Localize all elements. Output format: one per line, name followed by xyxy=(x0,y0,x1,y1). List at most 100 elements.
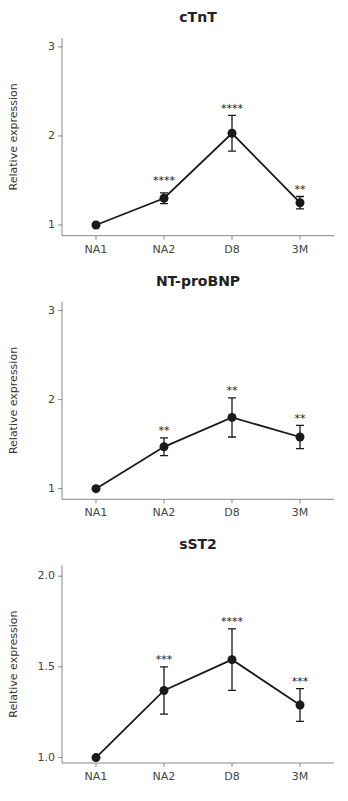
figure: cTnTRelative expression123NA1NA2D83M****… xyxy=(0,0,348,801)
y-axis xyxy=(62,302,63,500)
y-tick xyxy=(58,135,62,136)
error-bar-cap xyxy=(228,115,236,116)
significance: ** xyxy=(159,424,171,437)
significance: **** xyxy=(221,102,244,115)
x-tick xyxy=(164,763,165,767)
x-tick xyxy=(300,499,301,503)
y-tick-label: 1 xyxy=(48,482,55,495)
point xyxy=(92,753,101,762)
y-tick-label: 2.0 xyxy=(38,569,56,582)
x-tick xyxy=(232,763,233,767)
y-tick xyxy=(58,576,62,577)
x-tick-label: NA1 xyxy=(85,243,108,256)
error-bar-cap xyxy=(228,628,236,629)
y-axis-label: Relative expression xyxy=(7,611,20,718)
error-bar-cap xyxy=(160,203,168,204)
x-tick xyxy=(96,236,97,240)
line xyxy=(96,417,300,488)
point xyxy=(160,194,169,203)
error-bar xyxy=(228,115,236,151)
y-tick-label: 3 xyxy=(48,40,55,53)
error-bar xyxy=(228,398,236,437)
y-axis-label: Relative expression xyxy=(7,347,20,454)
x-tick-label: NA2 xyxy=(153,243,176,256)
error-bar xyxy=(160,193,168,204)
error-bar-cap xyxy=(296,196,304,197)
marks xyxy=(92,398,305,493)
point xyxy=(228,655,237,664)
significance: ** xyxy=(295,183,307,196)
title: cTnT xyxy=(179,9,217,25)
y-tick xyxy=(58,488,62,489)
significance: ** xyxy=(295,412,307,425)
error-bar xyxy=(296,425,304,448)
x-tick xyxy=(300,763,301,767)
y-tick-label: 1.5 xyxy=(38,660,56,673)
x-tick xyxy=(164,236,165,240)
x-tick xyxy=(232,499,233,503)
y-tick xyxy=(58,399,62,400)
x-tick-label: 3M xyxy=(292,770,309,783)
significance: *** xyxy=(156,653,173,666)
x-axis xyxy=(62,763,334,764)
significance: **** xyxy=(153,174,176,187)
x-tick-label: NA1 xyxy=(85,770,108,783)
panel: NT-proBNP Relative expression 1 2 3 NA1 NA2 D8 3… xyxy=(7,273,334,520)
y-tick xyxy=(58,666,62,667)
point xyxy=(228,129,237,138)
error-bar-cap xyxy=(160,666,168,667)
title: NT-proBNP xyxy=(156,273,240,289)
error-bar-cap xyxy=(296,688,304,689)
panel: cTnTRelative expression123NA1NA2D83M****… xyxy=(7,9,334,256)
x-tick-label: NA1 xyxy=(85,506,108,519)
significance: *** xyxy=(292,675,309,688)
x-tick-label: 3M xyxy=(292,506,309,519)
significance: **** xyxy=(221,615,244,628)
significance: ** xyxy=(227,384,239,397)
line xyxy=(96,660,300,758)
x-tick xyxy=(96,763,97,767)
y-tick xyxy=(58,46,62,47)
x-tick-label: NA2 xyxy=(153,770,176,783)
error-bar-cap xyxy=(296,448,304,449)
error-bar xyxy=(160,667,168,714)
error-bar-cap xyxy=(160,437,168,438)
y-axis xyxy=(62,565,63,763)
y-tick-label: 2 xyxy=(48,129,55,142)
x-tick xyxy=(164,499,165,503)
x-tick-label: D8 xyxy=(224,243,239,256)
error-bar-cap xyxy=(160,455,168,456)
error-bar-cap xyxy=(228,397,236,398)
point xyxy=(160,686,169,695)
x-axis xyxy=(62,235,334,236)
error-bar-cap xyxy=(228,436,236,437)
x-tick-label: D8 xyxy=(224,506,239,519)
y-tick-label: 1 xyxy=(48,218,55,231)
line xyxy=(96,133,300,225)
error-bar-cap xyxy=(228,690,236,691)
y-tick-label: 3 xyxy=(48,304,55,317)
point xyxy=(296,700,305,709)
title: sST2 xyxy=(179,536,217,552)
error-bar-cap xyxy=(296,208,304,209)
error-bar xyxy=(228,629,236,691)
error-bar-cap xyxy=(296,721,304,722)
x-tick xyxy=(300,236,301,240)
panel: sST2Relative expression1.01.52.0NA1NA2D8… xyxy=(7,536,334,783)
y-axis-label: Relative expression xyxy=(7,83,20,190)
x-tick-label: 3M xyxy=(292,243,309,256)
y-axis xyxy=(62,38,63,236)
x-tick-label: D8 xyxy=(224,770,239,783)
y-tick-label: 2 xyxy=(48,393,55,406)
marks xyxy=(92,629,305,762)
x-tick-label: NA2 xyxy=(153,506,176,519)
point xyxy=(92,220,101,229)
error-bar xyxy=(296,196,304,208)
y-tick xyxy=(58,757,62,758)
error-bar xyxy=(296,689,304,722)
y-tick xyxy=(58,310,62,311)
error-bar-cap xyxy=(160,192,168,193)
point xyxy=(296,198,305,207)
x-tick xyxy=(232,236,233,240)
x-tick xyxy=(96,499,97,503)
